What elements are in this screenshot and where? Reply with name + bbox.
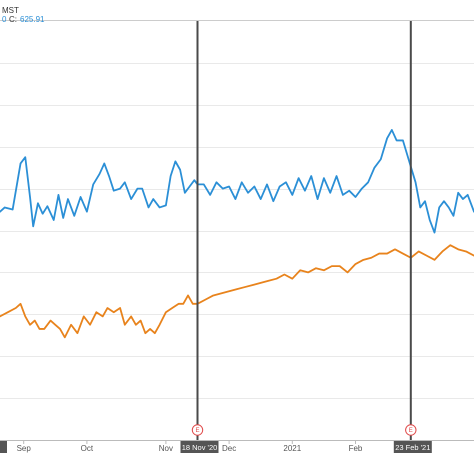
close-value: 625.91: [20, 15, 45, 24]
close-prefix-label: 0: [2, 15, 7, 24]
date-tag: [180, 441, 219, 453]
x-tick-label: Feb: [349, 444, 363, 453]
event-marker-letter: E: [195, 428, 199, 434]
grid-lines: [0, 63, 474, 399]
series-line-blue: [0, 129, 474, 234]
date-tag-label: 23 Feb '21: [395, 443, 430, 452]
event-markers[interactable]: E 18 Nov '20 E 23 Feb '21: [180, 21, 432, 453]
x-tick-label: Sep: [17, 444, 32, 453]
x-tick-label: Nov: [159, 444, 173, 453]
x-tick-label: Dec: [222, 444, 236, 453]
axis-left-stub: [0, 441, 7, 453]
close-label: C:: [9, 15, 17, 24]
date-tag: [393, 441, 432, 453]
event-marker-icon[interactable]: [405, 424, 417, 436]
x-tick-label: 2021: [283, 444, 301, 453]
x-tick-label: Oct: [81, 444, 94, 453]
x-axis: Sep Oct Nov Dec 2021 Feb: [0, 440, 474, 453]
event-marker-icon[interactable]: [191, 424, 204, 436]
series-line-orange: [0, 244, 474, 339]
symbol-label: MST: [2, 6, 19, 15]
event-marker-letter: E: [409, 428, 413, 434]
series-group: [0, 129, 474, 339]
date-tag-label: 18 Nov '20: [182, 443, 218, 452]
chart-header: MST 0 C: 625.91: [2, 6, 45, 24]
